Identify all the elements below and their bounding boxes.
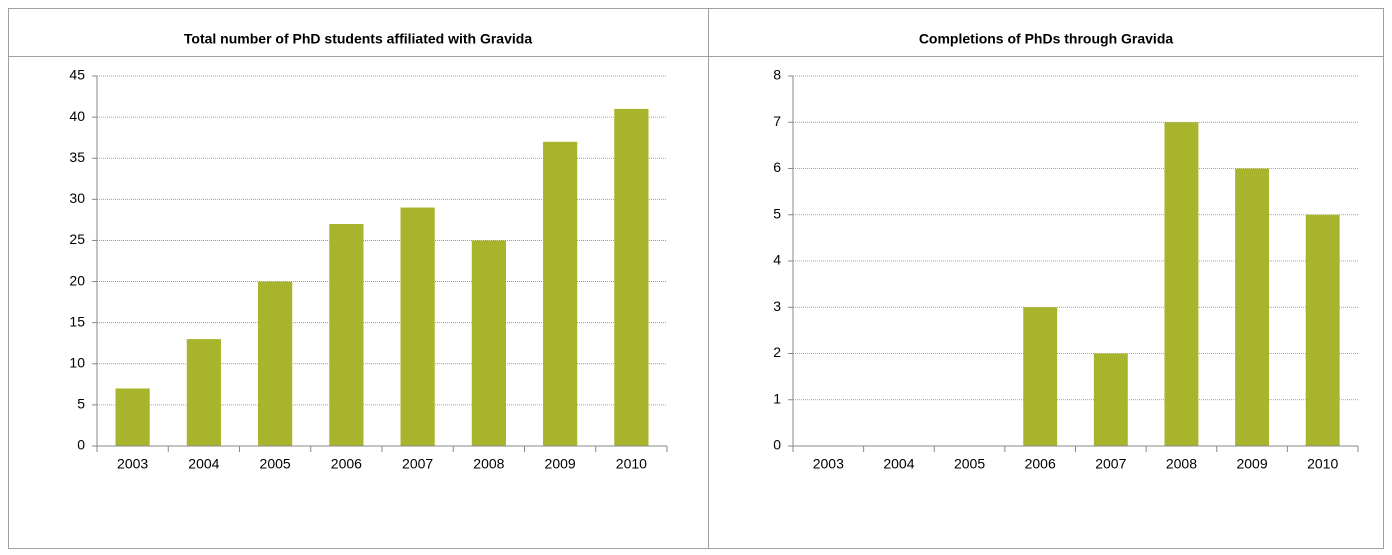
x-tick-label: 2006 [1025, 456, 1056, 472]
chart-title: Total number of PhD students affiliated … [184, 31, 532, 47]
bar [614, 108, 649, 446]
bar [471, 240, 506, 446]
bar [186, 339, 221, 446]
x-tick-label: 2005 [954, 456, 985, 472]
x-tick-label: 2004 [883, 456, 914, 472]
y-tick-label: 25 [69, 231, 85, 247]
y-tick-label: 1 [773, 390, 781, 406]
y-tick-label: 15 [69, 313, 85, 329]
y-tick-label: 6 [773, 159, 781, 175]
bar [1235, 168, 1270, 446]
y-tick-label: 5 [773, 205, 781, 221]
y-tick-label: 40 [69, 108, 85, 124]
bar [329, 224, 364, 446]
y-tick-label: 35 [69, 149, 85, 165]
bar [1164, 122, 1199, 446]
y-tick-label: 8 [773, 67, 781, 83]
frame [8, 8, 1384, 549]
bar [1093, 353, 1128, 446]
y-tick-label: 10 [69, 354, 85, 370]
bar [400, 207, 435, 446]
y-tick-label: 30 [69, 190, 85, 206]
x-tick-label: 2007 [1095, 456, 1126, 472]
x-tick-label: 2004 [188, 456, 219, 472]
x-tick-label: 2007 [402, 456, 433, 472]
x-tick-label: 2010 [1307, 456, 1338, 472]
chart-title: Completions of PhDs through Gravida [919, 31, 1174, 47]
y-tick-label: 0 [77, 437, 85, 453]
x-tick-label: 2010 [616, 456, 647, 472]
y-tick-label: 20 [69, 272, 85, 288]
x-tick-label: 2003 [117, 456, 148, 472]
x-tick-label: 2005 [260, 456, 291, 472]
y-tick-label: 0 [773, 437, 781, 453]
bar [543, 141, 578, 446]
x-tick-label: 2003 [813, 456, 844, 472]
x-tick-label: 2006 [331, 456, 362, 472]
y-tick-label: 7 [773, 113, 781, 129]
x-tick-label: 2009 [545, 456, 576, 472]
bar [1305, 214, 1340, 446]
y-tick-label: 2 [773, 344, 781, 360]
bar [1023, 307, 1058, 446]
y-tick-label: 3 [773, 298, 781, 314]
bar [115, 388, 150, 446]
y-tick-label: 45 [69, 67, 85, 83]
y-tick-label: 5 [77, 396, 85, 412]
y-tick-label: 4 [773, 252, 781, 268]
x-tick-label: 2008 [473, 456, 504, 472]
x-tick-label: 2009 [1236, 456, 1267, 472]
x-tick-label: 2008 [1166, 456, 1197, 472]
bar [258, 281, 293, 446]
